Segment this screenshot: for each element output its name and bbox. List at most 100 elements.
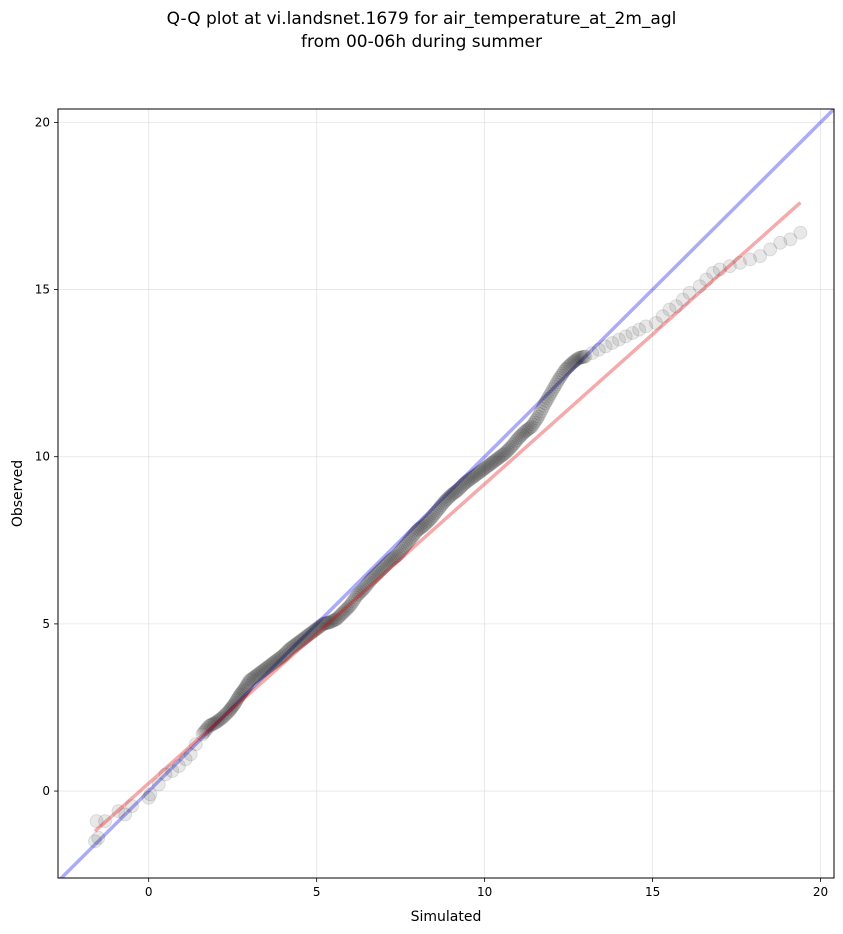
data-point [315,617,330,632]
chart-title-line-2: from 00-06h during summer [301,32,542,52]
data-point [662,302,677,317]
data-point [574,350,589,365]
data-point [294,632,309,647]
data-point [648,315,663,330]
data-point [437,494,452,509]
data-point [503,441,518,456]
chart-title-line-1: Q-Q plot at vi.landsnet.1679 for air_tem… [166,9,677,29]
data-point [625,326,640,341]
data-point [240,677,255,692]
data-point [418,516,433,531]
data-point [274,649,289,664]
data-point [793,225,808,240]
data-point [302,626,317,641]
data-point [566,355,581,370]
data-point [236,683,251,698]
data-point [124,799,139,814]
data-point [243,672,258,687]
x-tick-label: 20 [813,885,828,899]
data-point [212,712,227,727]
data-point [269,653,284,668]
data-point [571,351,586,366]
data-point [449,484,464,499]
data-point [345,594,360,609]
data-point [386,551,401,566]
data-point [143,787,158,802]
x-tick-label: 0 [145,885,153,899]
data-point [551,372,566,387]
data-point [239,678,254,693]
data-point [313,618,328,633]
data-point [339,602,354,617]
data-point [98,814,113,829]
data-point [564,356,579,371]
data-point [484,456,499,471]
data-point [288,637,303,652]
data-point [368,568,383,583]
x-tick-label: 5 [313,885,321,899]
fit-line-layer [93,201,802,833]
data-point [364,572,379,587]
data-point [233,687,248,702]
data-point [237,682,252,697]
data-point [435,496,450,511]
data-point [359,578,374,593]
data-point [214,711,229,726]
data-point [669,299,684,314]
data-point [722,259,737,274]
data-point [524,419,539,434]
data-point [349,588,364,603]
x-tick-label: 10 [477,885,492,899]
data-point [413,521,428,536]
data-point [462,472,477,487]
data-point [489,452,504,467]
data-point [546,382,561,397]
chart-title: Q-Q plot at vi.landsnet.1679 for air_tem… [0,8,843,54]
data-point [505,438,520,453]
data-point [773,235,788,250]
data-point [397,539,412,554]
data-point [442,489,457,504]
data-point [363,573,378,588]
data-point [507,436,522,451]
data-point [402,533,417,548]
data-point [367,569,382,584]
data-point [543,386,558,401]
data-point [414,520,429,535]
data-point [531,409,546,424]
data-point [188,737,203,752]
data-point [542,389,557,404]
data-point [655,309,670,324]
data-point [598,339,613,354]
data-point [266,655,281,670]
data-point [308,622,323,637]
data-point [491,451,506,466]
data-point [246,670,261,685]
data-point [366,570,381,585]
data-point [473,464,488,479]
data-point [347,592,362,607]
data-point [394,543,409,558]
data-point [591,342,606,357]
data-point [434,498,449,513]
data-point [91,830,106,845]
data-point [289,636,304,651]
data-point [523,420,538,435]
data-point [474,463,489,478]
data-point [285,639,300,654]
data-point [206,716,221,731]
data-point [487,454,502,469]
data-point [317,616,332,631]
data-point [323,615,338,630]
data-point [231,690,246,705]
data-point [692,279,707,294]
data-point [556,364,571,379]
data-point [493,449,508,464]
data-point [453,480,468,495]
data-point [398,538,413,553]
data-point [304,625,319,640]
data-point [481,458,496,473]
data-point [284,640,299,655]
data-point [478,460,493,475]
data-point [218,707,233,722]
